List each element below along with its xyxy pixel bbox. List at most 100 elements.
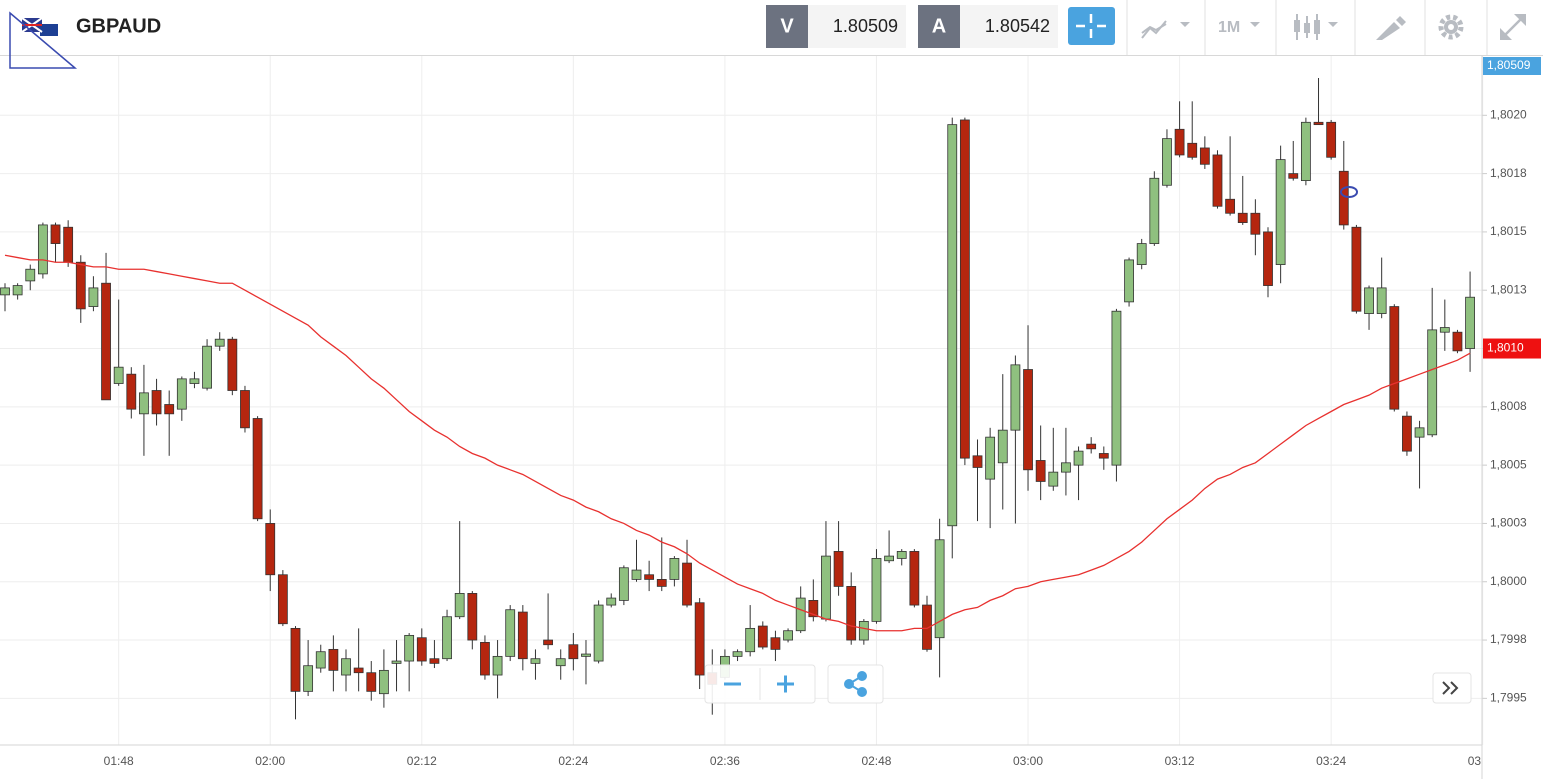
bid-box — [808, 5, 906, 48]
settings-button[interactable] — [1438, 14, 1464, 40]
candle-body — [1048, 471, 1059, 487]
candle-body — [808, 600, 819, 618]
candle-body — [1061, 462, 1071, 473]
candle-body — [1263, 231, 1273, 286]
chart-type-button[interactable] — [1294, 14, 1338, 40]
y-tick-label: 1,8015 — [1490, 224, 1527, 238]
candle-body — [1073, 450, 1084, 466]
x-tick-label: 02:12 — [407, 754, 437, 768]
candle-body — [176, 378, 187, 410]
candle-body — [656, 579, 667, 587]
last-price-label: 1,80509 — [1487, 58, 1531, 72]
draw-button[interactable] — [1376, 16, 1406, 40]
timeframe[interactable]: 1M — [1218, 19, 1240, 36]
share-box — [827, 664, 884, 704]
candle-body — [202, 345, 212, 389]
candle-body — [1427, 329, 1438, 436]
candle-body — [1414, 427, 1425, 438]
moving-average — [4, 254, 1471, 632]
candle-body — [1023, 369, 1033, 471]
candle-body — [1288, 173, 1299, 179]
ask-label: A — [932, 15, 946, 37]
candle-body — [543, 639, 553, 646]
toolbar: GBPAUD V 1.80509 A 1.80542 1M — [0, 0, 1543, 56]
candle-body — [858, 620, 869, 641]
candle-body — [568, 644, 579, 660]
x-tick-label: 02:24 — [558, 754, 588, 768]
candle-body — [1136, 243, 1147, 265]
candle-body — [947, 124, 958, 527]
candle-body — [214, 338, 225, 347]
candle-body — [341, 658, 351, 676]
x-tick-label: 03:12 — [1165, 754, 1195, 768]
candle-body — [315, 651, 326, 669]
candle-body — [884, 555, 894, 562]
indicator-button[interactable] — [1141, 20, 1190, 39]
timeframe-button[interactable]: 1M — [1218, 19, 1260, 36]
candle-body — [846, 586, 857, 641]
fullscreen-button[interactable] — [1500, 14, 1526, 40]
candle-body — [189, 378, 200, 384]
candle-body — [1351, 226, 1362, 312]
x-tick-label: 02:36 — [710, 754, 740, 768]
symbol: GBPAUD — [76, 15, 161, 37]
candle-body — [101, 282, 111, 401]
candle-body — [1098, 453, 1109, 459]
candle-body — [252, 418, 263, 520]
candle-body — [126, 373, 137, 410]
candle-body — [694, 602, 705, 676]
candle-body — [1035, 460, 1046, 482]
candle-body — [75, 261, 86, 310]
candle-body — [227, 338, 238, 391]
candle-body — [50, 224, 61, 244]
zoom-in[interactable] — [777, 675, 794, 693]
drawing-triangle — [9, 11, 78, 69]
bid-label: V — [780, 15, 794, 37]
y-tick-label: 1,7995 — [1490, 691, 1527, 705]
share[interactable] — [844, 671, 867, 697]
candle-body — [1162, 138, 1172, 186]
candle-body — [442, 616, 452, 660]
candle-body — [290, 627, 301, 692]
candle-body — [1402, 415, 1412, 452]
candle-body — [896, 551, 907, 559]
candle-body — [909, 551, 920, 606]
candle-body — [366, 672, 377, 692]
candle-body — [631, 569, 642, 580]
candle-body — [795, 597, 806, 632]
candle-body — [1376, 287, 1387, 314]
candle-body — [682, 562, 692, 606]
y-tick-label: 1,8018 — [1490, 166, 1527, 180]
candle-body — [1338, 170, 1349, 226]
bid-value: 1.80509 — [833, 16, 898, 36]
candle-body — [164, 404, 175, 415]
candle-body — [1187, 142, 1198, 158]
candle-body — [1212, 154, 1223, 207]
ask-value: 1.80542 — [985, 16, 1050, 36]
x-tick-label: 03:36 — [1468, 754, 1498, 768]
x-tick-label: 02:48 — [861, 754, 891, 768]
candle-body — [265, 523, 276, 576]
candle-body — [581, 653, 591, 657]
candle-body — [959, 119, 970, 459]
time-axis: 01:48 02:00 02:12 02:24 02:36 02:48 03:00 03:12… — [104, 754, 1498, 768]
zoom-controls — [704, 664, 884, 704]
candle-body — [985, 436, 996, 480]
candle-body — [1465, 296, 1475, 349]
ask-box — [960, 5, 1058, 48]
candle-body — [1364, 287, 1374, 314]
candle-body — [1237, 212, 1248, 223]
candle-body — [113, 366, 124, 384]
candle-body — [492, 655, 503, 676]
candle-body — [871, 558, 882, 622]
candle-body — [530, 658, 541, 664]
crosshair-button[interactable] — [1068, 7, 1115, 45]
scroll-right[interactable] — [1432, 672, 1472, 704]
candle-body — [517, 611, 528, 660]
candle-body — [618, 567, 629, 601]
candle-body — [240, 390, 250, 429]
candle-body — [378, 669, 389, 695]
candle-body — [555, 658, 566, 667]
y-tick-label: 1,8003 — [1490, 516, 1527, 530]
